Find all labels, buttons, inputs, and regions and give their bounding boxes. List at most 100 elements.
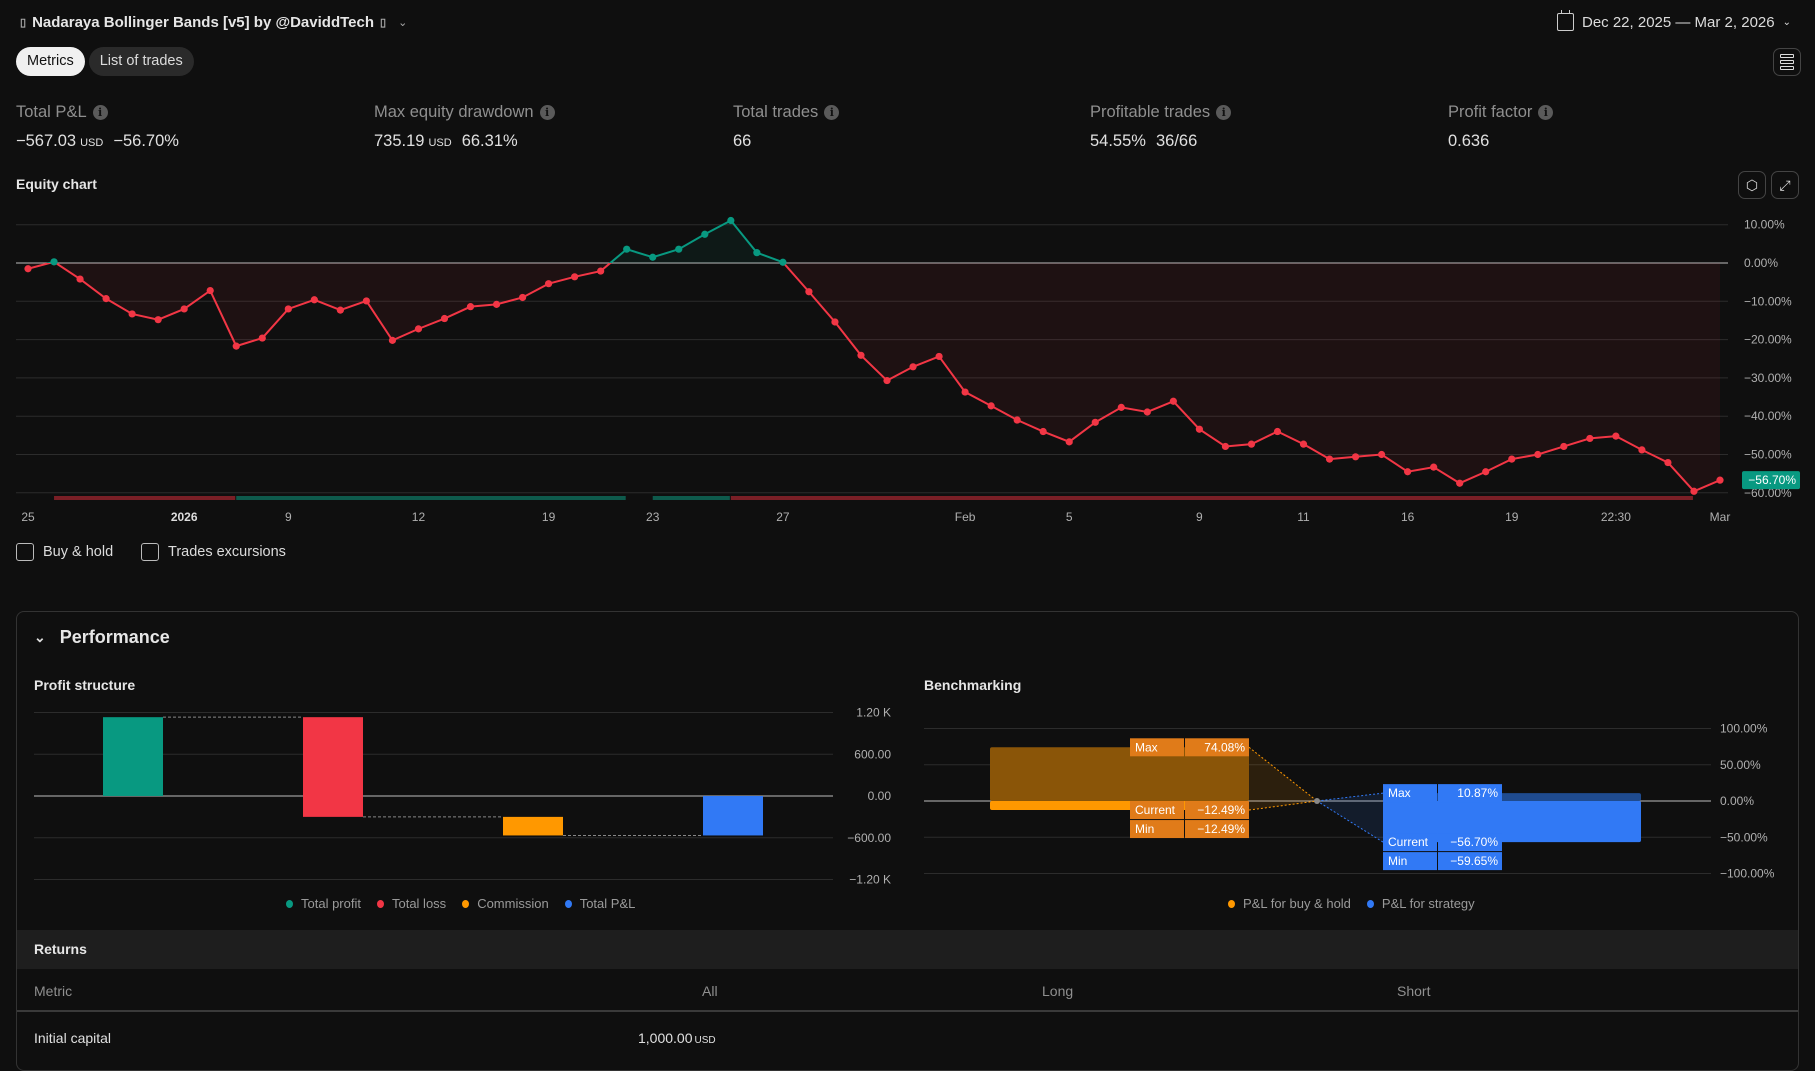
chevron-down-icon[interactable]: ⌄ — [398, 17, 408, 29]
benchmarking-title: Benchmarking — [924, 677, 1022, 693]
equity-point — [597, 267, 605, 275]
info-icon[interactable]: i — [824, 105, 840, 120]
label-current: Current — [1388, 835, 1429, 849]
calendar-icon — [1556, 10, 1574, 31]
equity-point — [1013, 416, 1021, 424]
label-box-current — [1383, 833, 1437, 852]
equity-point — [1638, 446, 1646, 454]
info-icon[interactable]: i — [1216, 105, 1232, 120]
metric-value: 54.55% — [1090, 132, 1146, 150]
equity-point — [1143, 408, 1151, 416]
value-max: 10.87% — [1457, 786, 1498, 800]
metric-4: Profit factor i 0.636 — [1448, 103, 1554, 151]
metric-2: Total trades i 66 — [733, 103, 840, 151]
value-box-min — [1438, 852, 1502, 871]
fan-line — [1248, 746, 1318, 802]
equity-chart-title: Equity chart — [16, 176, 97, 192]
value-min: −59.65% — [1450, 854, 1498, 868]
metric-unit: USD — [80, 137, 104, 149]
metric-value: −567.03 — [16, 132, 77, 150]
y-tick-label: 600.00 — [854, 747, 891, 761]
y-tick-label: −10.00% — [1744, 294, 1792, 308]
y-tick-label: 10.00% — [1744, 218, 1785, 232]
equity-point — [388, 336, 397, 344]
legend-strategy: P&L for strategy — [1366, 896, 1475, 911]
equity-point — [1195, 425, 1203, 433]
fan-line — [1316, 800, 1384, 843]
equity-point — [232, 342, 240, 350]
y-tick-label: −50.00% — [1720, 830, 1768, 844]
profit-structure-chart: 1.20 K 600.00 0.00 −600.00 −1.20 K 100.00% 50.… — [34, 706, 1775, 887]
buy-hold-checkbox[interactable]: Buy & hold — [16, 543, 113, 561]
chart-settings-button[interactable]: ⬡ — [1738, 171, 1766, 199]
equity-point — [1664, 458, 1672, 467]
equity-point — [779, 258, 787, 266]
strategy-title[interactable]: ▯ Nadaraya Bollinger Bands [v5] by @Davi… — [20, 14, 407, 31]
range-current-1 — [1383, 801, 1641, 843]
y-tick-label: 50.00% — [1720, 758, 1761, 772]
equity-point — [518, 293, 527, 302]
trade-segment-profit — [236, 496, 626, 500]
metric-label: Profitable trades — [1090, 103, 1211, 121]
row-initial-capital-value: 1,000.00 USD — [638, 1030, 716, 1046]
column-short: Short — [1397, 983, 1431, 999]
fullscreen-button[interactable]: ⤢ — [1771, 171, 1799, 199]
fan-line — [1248, 800, 1318, 811]
profit-structure-legend: Total profit Total loss Commission Total… — [286, 896, 635, 911]
range-current-0 — [990, 801, 1249, 811]
equity-point — [727, 216, 735, 225]
bar-commission — [503, 816, 563, 836]
equity-point — [1351, 453, 1360, 461]
label-box-max — [1130, 738, 1184, 757]
equity-point — [831, 318, 839, 326]
equity-point — [440, 314, 449, 323]
equity-point — [1065, 438, 1073, 446]
x-tick-label: Mar — [1710, 510, 1731, 524]
equity-point — [545, 280, 553, 288]
equity-point — [649, 253, 657, 261]
strategy-name: Nadaraya Bollinger Bands [v5] by @Davidd… — [32, 14, 375, 31]
table-divider — [17, 1010, 1798, 1012]
tab-metrics[interactable]: Metrics — [16, 47, 85, 76]
y-tick-label: −1.20 K — [849, 873, 891, 887]
x-tick-label: 2026 — [171, 510, 198, 524]
checkbox-box[interactable] — [16, 543, 34, 561]
metric-value: 0.636 — [1448, 132, 1490, 150]
info-icon[interactable]: i — [539, 105, 555, 120]
metric-label: Profit factor — [1448, 103, 1533, 121]
trades-excursions-checkbox[interactable]: Trades excursions — [141, 543, 286, 561]
metric-1: Max equity drawdown i 735.19 USD 66.31% — [374, 103, 555, 151]
current-value-label: −56.70% — [1748, 473, 1796, 487]
trade-segment-loss — [730, 496, 1693, 500]
row-initial-capital-label: Initial capital — [34, 1030, 112, 1046]
equity-point — [362, 297, 370, 305]
layout-menu-button[interactable] — [1773, 48, 1801, 76]
x-tick-label: 11 — [1297, 510, 1310, 524]
legend-buy-hold: P&L for buy & hold — [1228, 896, 1351, 911]
equity-line-loss — [27, 263, 1721, 493]
label-min: Min — [1135, 822, 1154, 836]
value-box-current — [1185, 801, 1249, 820]
equity-point — [336, 306, 344, 314]
y-tick-label: 0.00 — [868, 789, 892, 803]
equity-point — [701, 230, 709, 238]
equity-point — [1716, 476, 1724, 484]
performance-toggle[interactable]: ⌄ Performance — [34, 627, 170, 648]
metric-extra: −56.70% — [113, 132, 179, 150]
date-range-picker[interactable]: Dec 22, 2025 — Mar 2, 2026 ⌄ — [1556, 10, 1791, 31]
equity-chart[interactable]: 10.00% 0.00% −10.00% −20.00% −30.00% −40.00% −… — [0, 0, 1815, 540]
equity-point — [1091, 418, 1099, 426]
checkbox-box[interactable] — [141, 543, 159, 561]
equity-point — [1247, 440, 1256, 448]
label-box-min — [1383, 852, 1437, 871]
y-tick-label: −20.00% — [1744, 333, 1792, 347]
y-tick-label: −40.00% — [1744, 409, 1792, 423]
x-tick-label: 22:30 — [1601, 510, 1631, 524]
y-tick-label: 1.20 K — [856, 706, 891, 720]
x-tick-label: 16 — [1401, 510, 1415, 524]
info-icon[interactable]: i — [1538, 105, 1554, 120]
metric-label: Max equity drawdown — [374, 103, 534, 121]
info-icon[interactable]: i — [92, 105, 108, 120]
label-current: Current — [1135, 803, 1176, 817]
tab-list-of-trades[interactable]: List of trades — [88, 47, 194, 76]
